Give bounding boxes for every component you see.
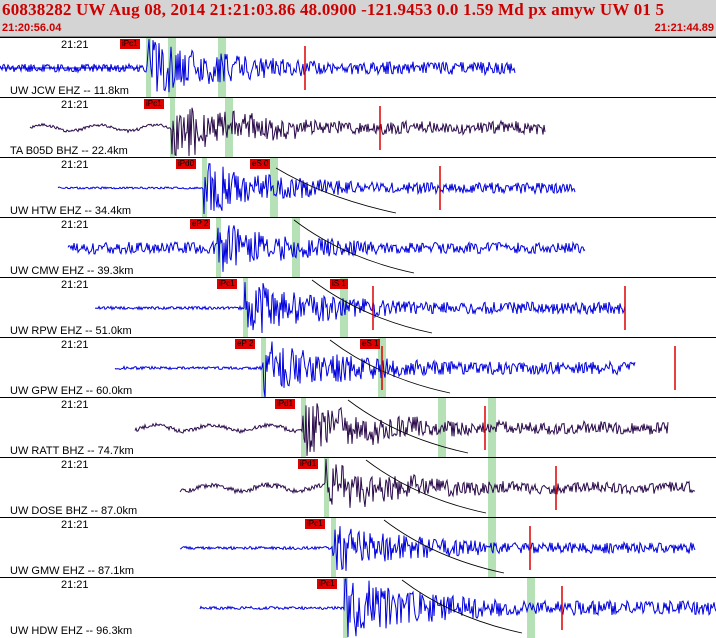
waveform-trace <box>29 107 546 157</box>
seismogram-panel[interactable]: 21:21 UW GPW EHZ -- 60.0km eP 2 eS 1 <box>0 337 716 398</box>
travel-time-curve <box>401 579 523 634</box>
s-pick-flag[interactable]: eS 1 <box>360 339 381 349</box>
event-header: 60838282 UW Aug 08, 2014 21:21:03.86 48.… <box>0 0 716 37</box>
station-label: UW HDW EHZ -- 96.3km <box>10 625 133 637</box>
waveform-trace <box>67 225 586 272</box>
panel-time-label: 21:21 <box>61 459 89 471</box>
p-window <box>343 578 348 638</box>
travel-time-curve <box>347 399 469 454</box>
waveform-trace <box>179 526 696 571</box>
waveform-canvas <box>67 218 586 278</box>
panel-time-label: 21:21 <box>61 159 89 171</box>
analysis-window <box>438 398 446 458</box>
station-label: UW CMW EHZ -- 39.3km <box>10 265 134 277</box>
waveform-trace <box>114 341 636 398</box>
s-pick-flag[interactable]: eS 0 <box>250 159 271 169</box>
waveform-canvas <box>179 458 696 518</box>
waveform-trace <box>0 39 516 93</box>
seismogram-panels: 21:21 UW JCW EHZ -- 11.8km iPc1 21:21 TA B05… <box>0 37 716 638</box>
station-label: UW GMW EHZ -- 87.1km <box>10 565 135 577</box>
analysis-window <box>218 38 226 98</box>
p-window <box>331 518 336 578</box>
waveform-canvas <box>57 158 576 218</box>
p-pick-flag[interactable]: iPd0 <box>176 159 197 169</box>
travel-time-curve <box>329 339 451 394</box>
station-label: UW RPW EHZ -- 51.0km <box>10 325 132 337</box>
p-pick-flag[interactable]: eP 2 <box>235 339 256 349</box>
s-pick-flag[interactable]: iS 1 <box>330 279 348 289</box>
p-window <box>324 458 329 518</box>
waveform-canvas <box>0 38 516 98</box>
analysis-window <box>292 218 300 278</box>
seismogram-panel[interactable]: 21:21 UW HTW EHZ -- 34.4km iPd0 eS 0 <box>0 157 716 218</box>
event-title: 60838282 UW Aug 08, 2014 21:21:03.86 48.… <box>2 0 665 19</box>
p-pick-flag[interactable]: iPc1 <box>144 99 164 109</box>
panel-time-label: 21:21 <box>61 219 89 231</box>
waveform-canvas <box>114 338 676 398</box>
station-label: UW RATT BHZ -- 74.7km <box>10 445 134 457</box>
seismogram-panel[interactable]: 21:21 UW RATT BHZ -- 74.7km iPd1 <box>0 397 716 458</box>
seismogram-panel[interactable]: 21:21 UW RPW EHZ -- 51.0km iPc1 iS 1 <box>0 277 716 338</box>
p-pick-flag[interactable]: iPc1 <box>120 39 140 49</box>
p-pick-flag[interactable]: iPd1 <box>275 399 296 409</box>
waveform-trace <box>94 282 626 334</box>
station-label: UW HTW EHZ -- 34.4km <box>10 205 131 217</box>
seismogram-panel[interactable]: 21:21 UW HDW EHZ -- 96.3km iPc1 <box>0 577 716 638</box>
travel-time-curve <box>365 459 487 514</box>
waveform-canvas <box>134 398 669 458</box>
p-pick-flag[interactable]: eP 2 <box>190 219 211 229</box>
waveform-trace <box>134 403 669 456</box>
station-label: UW DOSE BHZ -- 87.0km <box>10 505 138 517</box>
waveform-canvas <box>94 278 626 338</box>
waveform-canvas <box>199 578 716 638</box>
waveform-canvas <box>29 98 546 158</box>
panel-time-label: 21:21 <box>61 99 89 111</box>
travel-time-curve <box>293 219 415 274</box>
seismogram-panel[interactable]: 21:21 TA B05D BHZ -- 22.4km iPc1 <box>0 97 716 158</box>
waveform-trace <box>199 578 716 638</box>
panel-time-label: 21:21 <box>61 339 89 351</box>
window-start-time: 21:20:56.04 <box>2 22 62 34</box>
panel-time-label: 21:21 <box>61 579 89 591</box>
station-label: TA B05D BHZ -- 22.4km <box>10 145 128 157</box>
p-pick-flag[interactable]: iPc1 <box>317 579 337 589</box>
seismogram-panel[interactable]: 21:21 UW JCW EHZ -- 11.8km iPc1 <box>0 37 716 98</box>
seismogram-panel[interactable]: 21:21 UW GMW EHZ -- 87.1km iPc1 <box>0 517 716 578</box>
panel-time-label: 21:21 <box>61 39 89 51</box>
window-end-time: 21:21:44.89 <box>654 22 714 34</box>
seismogram-panel[interactable]: 21:21 UW DOSE BHZ -- 87.0km iPd1 <box>0 457 716 518</box>
panel-time-label: 21:21 <box>61 279 89 291</box>
p-pick-flag[interactable]: iPd1 <box>298 459 319 469</box>
panel-time-label: 21:21 <box>61 519 89 531</box>
station-label: UW GPW EHZ -- 60.0km <box>10 385 133 397</box>
seismogram-panel[interactable]: 21:21 UW CMW EHZ -- 39.3km eP 2 <box>0 217 716 278</box>
waveform-trace <box>57 163 576 215</box>
waveform-trace <box>179 458 696 508</box>
travel-time-curve <box>311 279 433 334</box>
station-label: UW JCW EHZ -- 11.8km <box>10 85 129 97</box>
waveform-canvas <box>179 518 696 578</box>
travel-time-curve <box>275 167 397 214</box>
p-window <box>146 38 151 98</box>
p-pick-flag[interactable]: iPc1 <box>217 279 237 289</box>
p-pick-flag[interactable]: iPc1 <box>305 519 325 529</box>
analysis-window <box>270 158 278 218</box>
travel-time-curve <box>383 519 505 574</box>
panel-time-label: 21:21 <box>61 399 89 411</box>
